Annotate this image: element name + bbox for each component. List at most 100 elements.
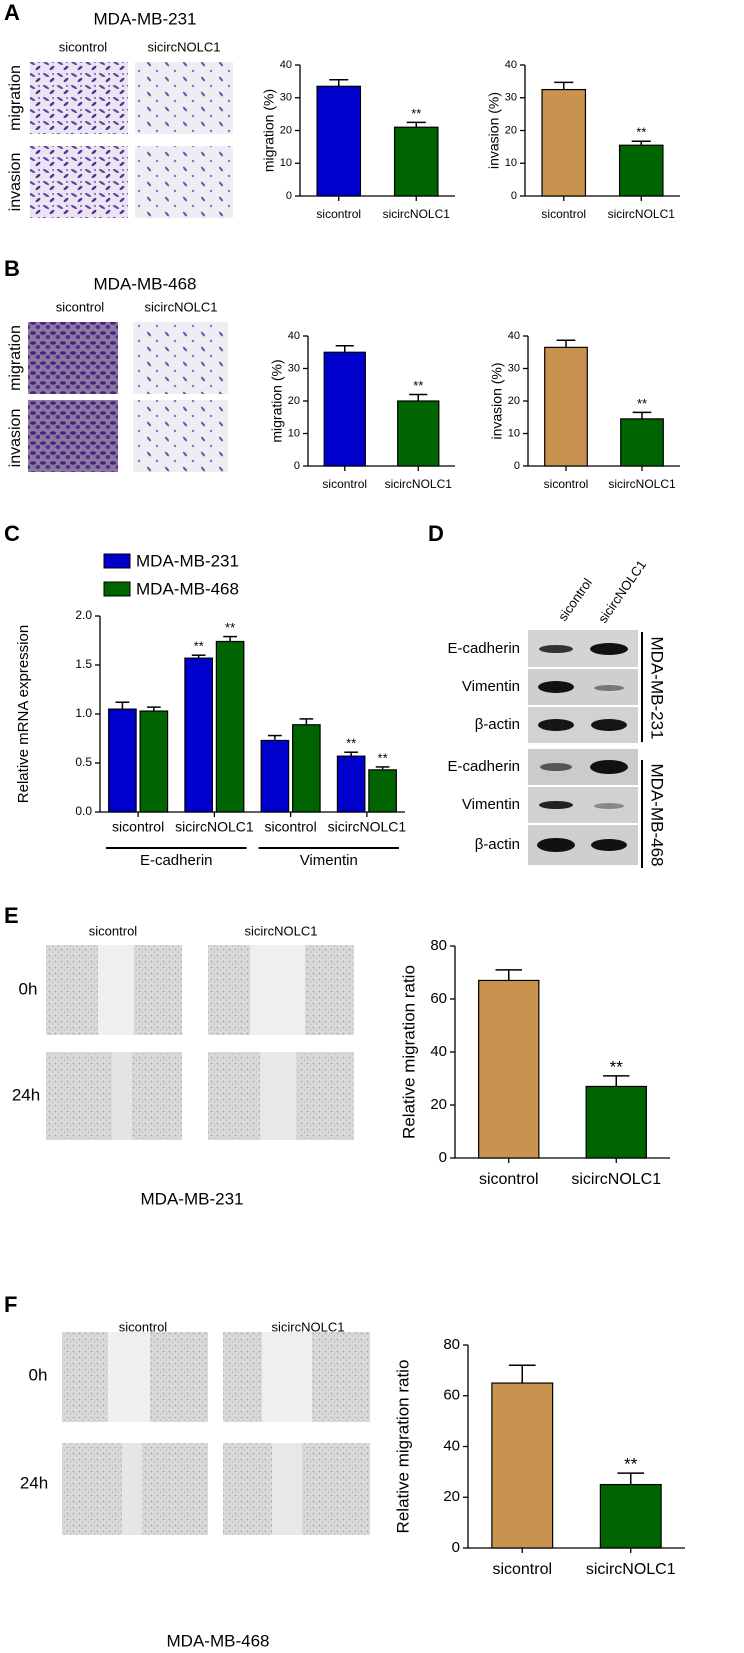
y-tick-label: 2.0 <box>75 608 92 622</box>
panel-label: F <box>4 1292 17 1317</box>
bar <box>544 346 588 467</box>
blot-label: Vimentin <box>462 796 520 813</box>
column-label: sicircNOLC1 <box>245 923 318 938</box>
row-label: migration <box>7 325 24 391</box>
y-axis-label: migration (%) <box>261 89 277 172</box>
y-tick-label: 20 <box>430 1096 447 1113</box>
y-tick-label: 20 <box>280 124 292 136</box>
significance-label: ** <box>637 396 647 411</box>
y-tick-label: 20 <box>288 395 300 407</box>
micrograph <box>30 146 128 218</box>
x-tick-label: sicircNOLC1 <box>586 1561 676 1578</box>
micrograph <box>28 400 118 472</box>
blot-label: Vimentin <box>462 678 520 695</box>
significance-label: ** <box>346 736 356 751</box>
y-tick-label: 60 <box>430 990 447 1007</box>
bar <box>292 724 321 813</box>
lane-label: sicircNOLC1 <box>595 557 649 625</box>
bar <box>491 1382 554 1549</box>
y-tick-label: 40 <box>505 59 517 71</box>
bar <box>585 1085 647 1159</box>
significance-label: ** <box>411 106 421 121</box>
x-tick-label: sicontrol <box>541 207 586 221</box>
blot-label: E-cadherin <box>447 758 520 775</box>
y-tick-label: 30 <box>508 362 520 374</box>
y-tick-label: 1.5 <box>75 657 92 671</box>
x-tick-label: sicircNOLC1 <box>383 207 451 221</box>
caption: MDA-MB-231 <box>141 1189 244 1208</box>
y-tick-label: 0.0 <box>75 804 92 818</box>
group-label: Vimentin <box>300 852 358 869</box>
panel-title: MDA-MB-231 <box>94 9 197 28</box>
row-label: 24h <box>12 1085 40 1104</box>
y-tick-label: 0 <box>286 190 292 202</box>
significance-label: ** <box>194 639 204 654</box>
y-tick-label: 10 <box>505 157 517 169</box>
scratch-images <box>46 945 354 1140</box>
bar <box>599 1483 662 1549</box>
x-tick-label: sicontrol <box>322 477 367 491</box>
micrograph <box>135 146 233 218</box>
significance-label: ** <box>225 620 235 635</box>
y-tick-label: 30 <box>280 92 292 104</box>
significance-label: ** <box>636 125 646 140</box>
y-tick-label: 0.5 <box>75 755 92 769</box>
bar <box>184 657 213 813</box>
bar <box>316 85 362 197</box>
column-label: sicontrol <box>89 923 138 938</box>
x-tick-label: sicontrol <box>112 819 164 835</box>
significance-label: ** <box>413 378 423 393</box>
y-tick-label: 20 <box>508 395 520 407</box>
y-tick-label: 10 <box>508 427 520 439</box>
y-tick-label: 60 <box>443 1387 460 1404</box>
y-tick-label: 40 <box>288 330 300 342</box>
panel-title: MDA-MB-468 <box>94 274 197 293</box>
x-tick-label: sicircNOLC1 <box>328 819 407 835</box>
micrograph <box>133 322 228 394</box>
y-tick-label: 40 <box>508 330 520 342</box>
x-tick-label: sicircNOLC1 <box>175 819 254 835</box>
y-tick-label: 80 <box>430 937 447 954</box>
y-axis-label: invasion (%) <box>489 362 505 439</box>
legend-swatch <box>103 581 131 597</box>
panel-label: B <box>4 256 20 281</box>
bar <box>139 710 169 813</box>
legend-label: MDA-MB-231 <box>136 551 239 570</box>
row-label: 0h <box>29 1365 48 1384</box>
x-tick-label: sicontrol <box>492 1561 552 1578</box>
micrograph <box>135 62 233 134</box>
y-axis-label: Relative migration ratio <box>399 965 418 1139</box>
column-label: sicontrol <box>119 1319 168 1334</box>
legend-swatch <box>103 553 131 569</box>
bar <box>368 769 397 813</box>
y-tick-label: 40 <box>280 59 292 71</box>
caption: MDA-MB-468 <box>167 1631 270 1650</box>
bar <box>108 708 137 813</box>
row-label: invasion <box>7 153 24 212</box>
panel-label: E <box>4 903 19 928</box>
column-label: sicontrol <box>59 39 108 54</box>
legend-label: MDA-MB-468 <box>136 579 239 598</box>
lane-label: sicontrol <box>555 575 595 623</box>
blot-label: β-actin <box>475 836 520 853</box>
bar <box>397 400 440 467</box>
x-tick-label: sicircNOLC1 <box>608 207 676 221</box>
y-tick-label: 0 <box>452 1539 460 1556</box>
y-tick-label: 0 <box>514 460 520 472</box>
micrograph <box>30 62 128 134</box>
row-label: 0h <box>19 979 38 998</box>
y-tick-label: 0 <box>511 190 517 202</box>
y-tick-label: 10 <box>280 157 292 169</box>
x-tick-label: sicircNOLC1 <box>608 477 676 491</box>
bar <box>393 126 439 197</box>
x-tick-label: sicontrol <box>316 207 361 221</box>
y-tick-label: 0 <box>439 1149 447 1166</box>
row-label: 24h <box>20 1473 48 1492</box>
y-tick-label: 20 <box>443 1488 460 1505</box>
micrograph <box>28 322 118 394</box>
bar <box>541 88 587 197</box>
blot-label: β-actin <box>475 716 520 733</box>
x-tick-label: sicircNOLC1 <box>385 477 453 491</box>
bar <box>323 351 366 467</box>
